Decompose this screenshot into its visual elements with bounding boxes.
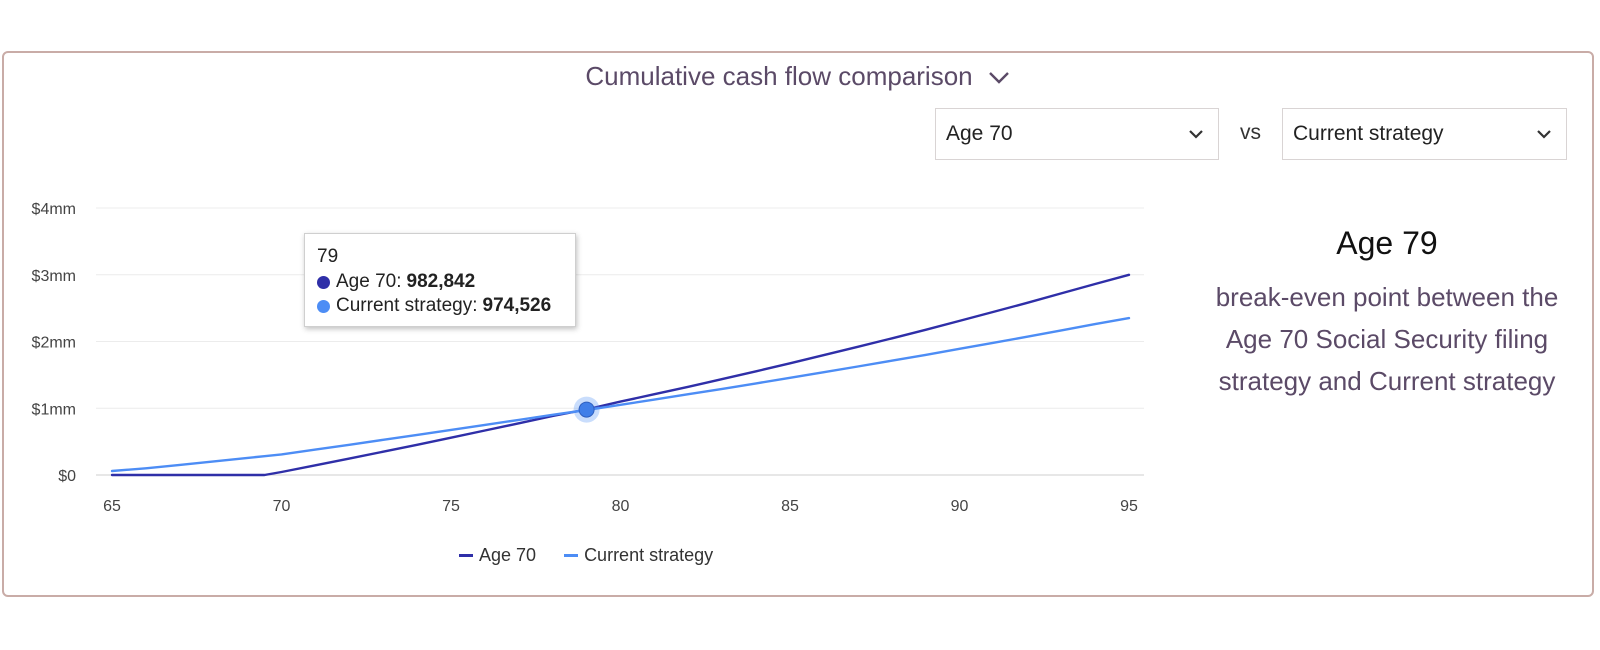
break-even-description: break-even point between the Age 70 Soci… [1215, 282, 1559, 396]
legend-label: Current strategy [584, 545, 714, 565]
tooltip-series-value: 982,842 [406, 271, 476, 292]
break-even-age: Age 79 [1336, 225, 1438, 261]
series-line-age70 [110, 273, 1131, 477]
legend-swatch [459, 554, 473, 557]
chevron-down-icon [1188, 128, 1204, 140]
legend-label: Age 70 [479, 545, 537, 565]
chart-title: Cumulative cash flow comparison [585, 61, 973, 91]
y-tick-label: $4mm [32, 201, 76, 218]
legend-item-age70[interactable]: Age 70 [459, 545, 536, 566]
x-tick-label: 80 [612, 498, 630, 515]
chart-legend: Age 70 Current strategy [459, 545, 713, 566]
y-tick-label: $1mm [32, 401, 76, 418]
series-line-current [110, 316, 1131, 473]
vs-label: vs [1240, 121, 1261, 144]
x-tick-label: 65 [103, 498, 121, 515]
chevron-down-icon [987, 69, 1011, 85]
x-tick-label: 95 [1120, 498, 1138, 515]
tooltip-series-name: Age 70 [336, 271, 397, 292]
chart-card: Cumulative cash flow comparison Age 70 v… [2, 51, 1594, 597]
strategy-a-value: Age 70 [946, 122, 1013, 145]
series-dot-icon [317, 275, 330, 289]
x-tick-label: 75 [442, 498, 460, 515]
chart-title-toggle[interactable]: Cumulative cash flow comparison [4, 61, 1592, 92]
break-even-summary: Age 79 break-even point between the Age … [1202, 225, 1572, 402]
y-tick-label: $3mm [32, 268, 76, 285]
x-tick-label: 70 [273, 498, 291, 515]
legend-swatch [564, 554, 579, 557]
tooltip-series-value: 974,526 [482, 295, 552, 316]
strategy-a-select[interactable]: Age 70 [935, 108, 1219, 160]
strategy-b-select[interactable]: Current strategy [1282, 108, 1567, 160]
tooltip-row-current: Current strategy:974,526 [317, 295, 565, 317]
tooltip-row-age70: Age 70:982,842 [317, 271, 565, 293]
tooltip-series-name: Current strategy [336, 295, 473, 316]
series-dot-icon [317, 299, 330, 313]
chevron-down-icon [1536, 128, 1552, 140]
x-tick-label: 90 [951, 498, 969, 515]
hover-point[interactable] [578, 401, 595, 418]
y-tick-label: $2mm [32, 335, 76, 352]
x-tick-label: 85 [781, 498, 799, 515]
line-chart: $0 $1mm $2mm $3mm $4mm 65 70 75 80 85 90 95 [32, 201, 1144, 515]
y-tick-label: $0 [58, 468, 76, 485]
legend-item-current[interactable]: Current strategy [564, 545, 713, 566]
strategy-b-value: Current strategy [1293, 122, 1444, 145]
chart-tooltip: 79 Age 70:982,842 Current strategy:974,5… [304, 233, 576, 327]
tooltip-x-value: 79 [317, 246, 339, 267]
